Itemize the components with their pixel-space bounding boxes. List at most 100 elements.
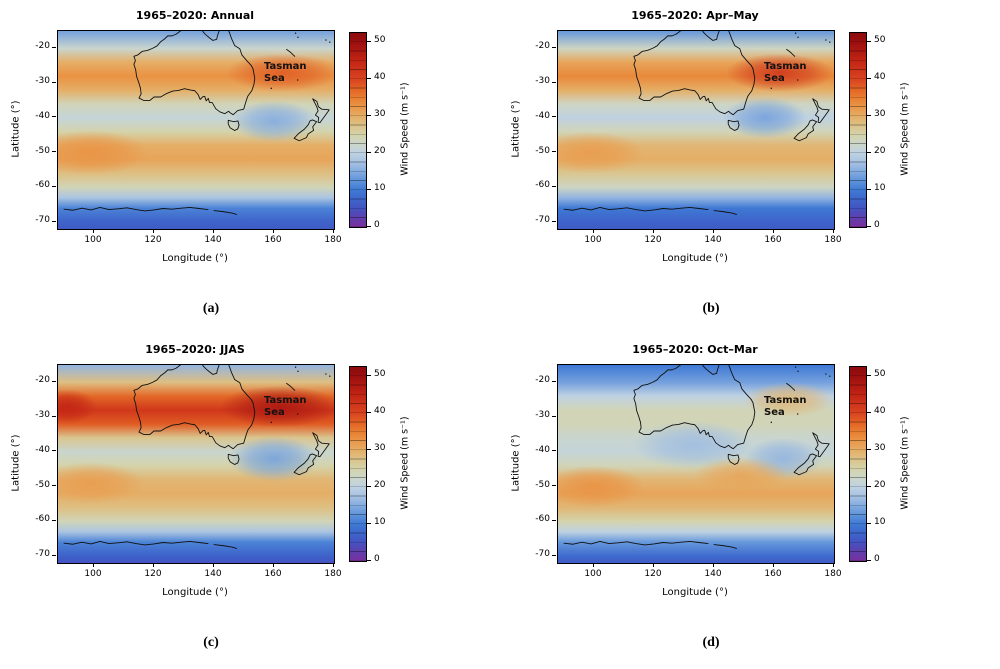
colorbar-tick-mark — [367, 225, 371, 227]
colorbar-tick-mark — [367, 411, 371, 413]
x-tick-label: 180 — [324, 569, 342, 579]
map-plot: Tasman Sea — [557, 364, 835, 564]
colorbar-tick-label: 30 — [374, 109, 386, 120]
colorbar-label: Wind Speed (m s⁻¹) — [899, 82, 911, 176]
y-tick-label: -20 — [35, 41, 50, 52]
colorbar-tick-mark — [867, 151, 871, 153]
colorbar — [849, 32, 867, 228]
y-tick-mark — [52, 450, 56, 452]
colorbar-tick-label: 40 — [874, 406, 886, 417]
y-tick-label: -30 — [535, 76, 550, 87]
x-tick-mark — [772, 229, 774, 233]
panel-title: 1965–2020: Oct–Mar — [632, 343, 758, 356]
colorbar-tick-mark — [867, 40, 871, 42]
y-tick-label: -70 — [535, 215, 550, 226]
panel-d: 1965–2020: Oct–Mar Latitude (°) Tasman S… — [500, 334, 1000, 668]
x-tick-label: 160 — [764, 235, 782, 245]
colorbar-tick-label: 50 — [874, 369, 886, 380]
y-tick-label: -20 — [35, 375, 50, 386]
colorbar-label: Wind Speed (m s⁻¹) — [399, 416, 411, 510]
colorbar-tick-mark — [367, 114, 371, 116]
y-tick-label: -70 — [35, 549, 50, 560]
colorbar-tick-label: 30 — [374, 443, 386, 454]
colorbar-tick-mark — [867, 411, 871, 413]
y-tick-label: -50 — [35, 479, 50, 490]
x-tick-label: 160 — [264, 569, 282, 579]
y-tick-mark — [52, 220, 56, 222]
colorbar-tick-mark — [367, 522, 371, 524]
colorbar-tick-label: 50 — [874, 35, 886, 46]
y-tick-label: -40 — [535, 444, 550, 455]
y-tick-label: -40 — [35, 444, 50, 455]
colorbar-tick-mark — [367, 485, 371, 487]
x-tick-mark — [832, 563, 834, 567]
map-plot: Tasman Sea — [557, 30, 835, 230]
contour-map — [58, 31, 334, 229]
colorbar — [849, 366, 867, 562]
y-tick-label: -70 — [35, 215, 50, 226]
y-tick-mark — [52, 81, 56, 83]
x-tick-label: 140 — [704, 569, 722, 579]
y-tick-label: -50 — [35, 145, 50, 156]
y-tick-mark — [552, 554, 556, 556]
y-tick-mark — [52, 554, 56, 556]
colorbar-tick-label: 40 — [374, 72, 386, 83]
x-axis-label: Longitude (°) — [162, 587, 228, 598]
y-tick-label: -60 — [535, 514, 550, 525]
x-axis-label: Longitude (°) — [662, 253, 728, 264]
y-tick-label: -40 — [535, 110, 550, 121]
colorbar-tick-label: 50 — [374, 35, 386, 46]
y-tick-label: -60 — [35, 180, 50, 191]
x-tick-mark — [712, 563, 714, 567]
x-tick-mark — [212, 563, 214, 567]
y-tick-label: -60 — [35, 514, 50, 525]
tasman-sea-label: Tasman Sea — [764, 61, 807, 84]
x-tick-label: 180 — [324, 235, 342, 245]
colorbar-tick-label: 30 — [874, 443, 886, 454]
colorbar-tick-mark — [367, 188, 371, 190]
x-tick-label: 160 — [764, 569, 782, 579]
colorbar — [349, 32, 367, 228]
x-tick-mark — [832, 229, 834, 233]
colorbar-tick-mark — [867, 225, 871, 227]
y-axis-label: Latitude (°) — [510, 434, 522, 492]
y-tick-label: -40 — [35, 110, 50, 121]
y-axis-label: Latitude (°) — [510, 100, 522, 158]
colorbar-tick-mark — [867, 448, 871, 450]
x-tick-mark — [652, 563, 654, 567]
y-tick-label: -20 — [535, 41, 550, 52]
map-plot: Tasman Sea — [57, 364, 335, 564]
colorbar-tick-label: 10 — [874, 517, 886, 528]
colorbar-tick-label: 20 — [874, 480, 886, 491]
x-tick-mark — [652, 229, 654, 233]
colorbar-tick-label: 20 — [374, 480, 386, 491]
colorbar-tick-mark — [367, 151, 371, 153]
tasman-sea-label: Tasman Sea — [764, 395, 807, 418]
colorbar-tick-mark — [367, 559, 371, 561]
contour-map — [558, 31, 834, 229]
y-tick-mark — [552, 485, 556, 487]
x-tick-mark — [332, 563, 334, 567]
x-axis-label: Longitude (°) — [662, 587, 728, 598]
colorbar-tick-mark — [367, 374, 371, 376]
map-plot: Tasman Sea — [57, 30, 335, 230]
x-tick-mark — [92, 563, 94, 567]
y-tick-label: -30 — [35, 76, 50, 87]
x-tick-mark — [592, 229, 594, 233]
x-tick-label: 100 — [84, 235, 102, 245]
x-tick-label: 140 — [704, 235, 722, 245]
y-tick-mark — [552, 46, 556, 48]
y-tick-mark — [552, 415, 556, 417]
colorbar-tick-mark — [867, 374, 871, 376]
contour-map — [58, 365, 334, 563]
colorbar-tick-label: 40 — [874, 72, 886, 83]
panel-letter: (a) — [202, 301, 220, 316]
y-tick-mark — [52, 519, 56, 521]
x-tick-label: 120 — [644, 569, 662, 579]
y-tick-mark — [52, 415, 56, 417]
x-tick-mark — [152, 563, 154, 567]
panel-title: 1965–2020: Apr–May — [631, 9, 759, 22]
y-axis-label: Latitude (°) — [10, 434, 22, 492]
x-tick-mark — [212, 229, 214, 233]
